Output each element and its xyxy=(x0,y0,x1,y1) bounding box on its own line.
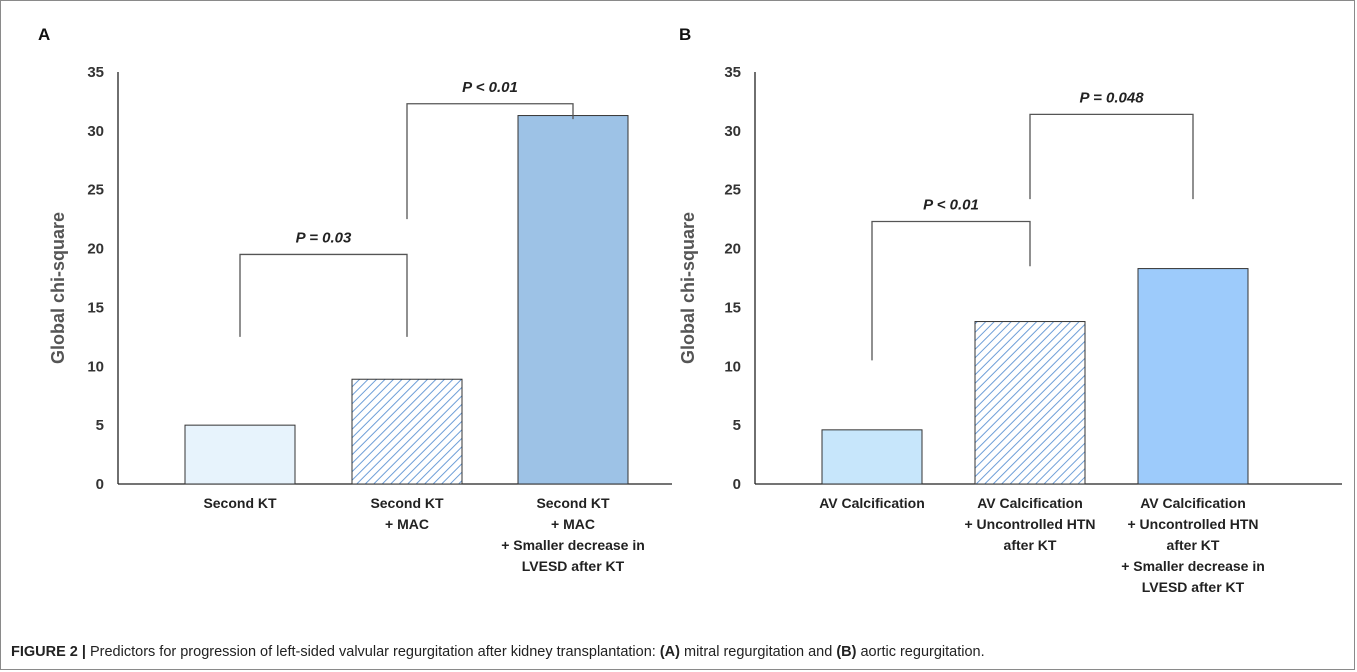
x-tick-label: + Smaller decrease in xyxy=(501,537,645,553)
y-axis-title: Global chi-square xyxy=(678,212,698,364)
caption-text-1: Predictors for progression of left-sided… xyxy=(85,644,660,660)
y-tick-label: 5 xyxy=(96,417,104,434)
y-tick-label: 0 xyxy=(733,476,741,493)
x-tick-label: + MAC xyxy=(385,516,429,532)
y-tick-label: 0 xyxy=(96,476,104,493)
chart-panel-b: B 0 5 10 15 20 25 30 35 Global chi-square AV Calci… xyxy=(678,25,1342,595)
y-tick-label: 15 xyxy=(87,299,104,316)
significance-bracket xyxy=(871,220,1031,361)
bar xyxy=(184,424,296,485)
y-tick-label: 35 xyxy=(87,64,104,81)
x-tick-label: after KT xyxy=(1167,537,1220,553)
x-tick-label: AV Calcification xyxy=(1140,495,1246,511)
caption-panel-b: (B) xyxy=(836,644,857,660)
x-tick-label: Second KT xyxy=(203,495,277,511)
y-tick-label: 10 xyxy=(724,358,741,375)
significance-bracket xyxy=(239,253,408,337)
x-tick-label: AV Calcification xyxy=(977,495,1083,511)
y-tick-label: 5 xyxy=(733,417,741,434)
p-value-label: P = 0.03 xyxy=(296,229,352,246)
figure-caption: FIGURE 2 | Predictors for progression of… xyxy=(11,644,985,660)
chart-panel-a: A 0 5 10 15 20 25 30 35 Global chi-square Second K… xyxy=(38,25,672,574)
y-tick-label: 10 xyxy=(87,358,104,375)
bar xyxy=(821,429,923,485)
p-value-label: P < 0.01 xyxy=(923,196,979,213)
y-tick-label: 25 xyxy=(87,182,104,199)
x-tick-label: LVESD after KT xyxy=(522,558,625,574)
x-tick-label: Second KT xyxy=(536,495,610,511)
x-tick-label: Second KT xyxy=(370,495,444,511)
y-tick-label: 35 xyxy=(724,64,741,81)
x-tick-label: + MAC xyxy=(551,516,595,532)
x-tick-label: + Uncontrolled HTN xyxy=(964,516,1095,532)
panel-label: B xyxy=(679,25,691,44)
x-tick-label: AV Calcification xyxy=(819,495,925,511)
caption-text-2: mitral regurgitation and xyxy=(679,644,837,660)
x-tick-label: + Smaller decrease in xyxy=(1121,558,1265,574)
bar xyxy=(351,378,463,485)
p-value-label: P = 0.048 xyxy=(1079,89,1144,106)
p-value-label: P < 0.01 xyxy=(462,79,518,96)
bar xyxy=(517,115,629,485)
y-tick-label: 25 xyxy=(724,182,741,199)
x-tick-label: + Uncontrolled HTN xyxy=(1127,516,1258,532)
y-tick-label: 20 xyxy=(724,241,741,258)
bar xyxy=(1137,268,1249,485)
caption-text-3: aortic regurgitation. xyxy=(856,644,985,660)
x-tick-label: LVESD after KT xyxy=(1142,579,1245,595)
y-tick-label: 20 xyxy=(87,241,104,258)
panel-label: A xyxy=(38,25,50,44)
y-tick-label: 30 xyxy=(724,123,741,140)
y-axis-title: Global chi-square xyxy=(48,212,68,364)
caption-panel-a: (A) xyxy=(659,644,680,660)
significance-bracket xyxy=(1029,113,1194,200)
bar xyxy=(974,321,1086,485)
significance-bracket xyxy=(406,103,574,220)
x-tick-label: after KT xyxy=(1004,537,1057,553)
y-tick-label: 15 xyxy=(724,299,741,316)
caption-label: FIGURE 2 | xyxy=(11,644,86,660)
y-tick-label: 30 xyxy=(87,123,104,140)
